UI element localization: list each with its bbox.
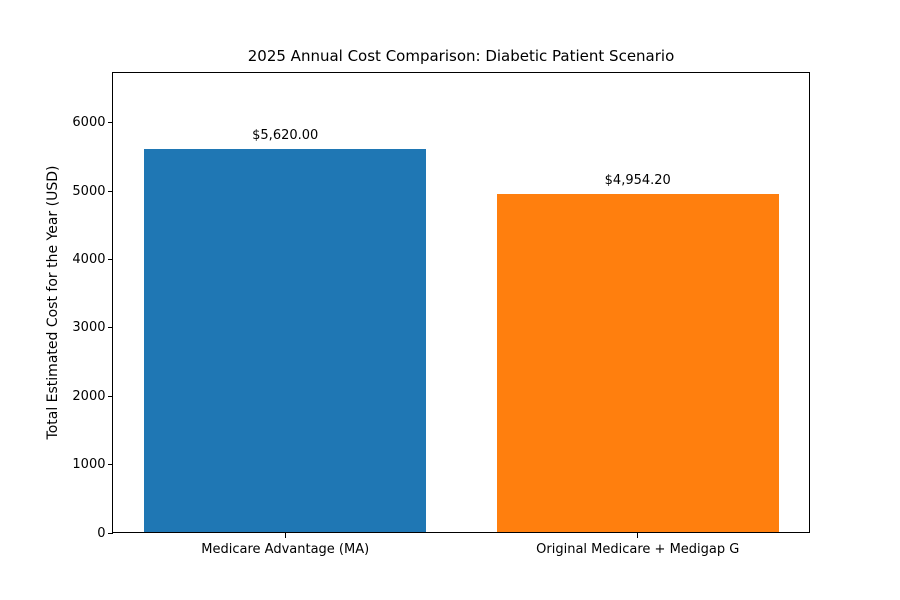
y-tick-label: 6000 <box>72 115 106 131</box>
y-tick-label: 1000 <box>72 457 106 473</box>
y-tick-label: 3000 <box>72 320 106 336</box>
y-tick-mark <box>107 464 113 466</box>
x-tick-mark <box>637 533 639 538</box>
y-tick-label: 2000 <box>72 388 106 404</box>
chart-title: 2025 Annual Cost Comparison: Diabetic Pa… <box>247 47 675 65</box>
bar <box>144 148 427 533</box>
bar-value-label: $5,620.00 <box>252 127 319 143</box>
y-tick-mark <box>107 122 113 124</box>
x-tick-label: Original Medicare + Medigap G <box>536 542 740 557</box>
y-tick-label: 0 <box>97 525 106 541</box>
bar-value-label: $4,954.20 <box>604 173 671 189</box>
y-tick-label: 4000 <box>72 252 106 268</box>
y-tick-mark <box>107 259 113 261</box>
x-tick-mark <box>284 533 286 538</box>
y-tick-mark <box>107 395 113 397</box>
x-tick-label: Medicare Advantage (MA) <box>201 542 370 557</box>
y-tick-mark <box>107 190 113 192</box>
y-tick-mark <box>107 532 113 534</box>
y-tick-label: 5000 <box>72 183 106 199</box>
bar <box>496 194 779 533</box>
y-tick-mark <box>107 327 113 329</box>
